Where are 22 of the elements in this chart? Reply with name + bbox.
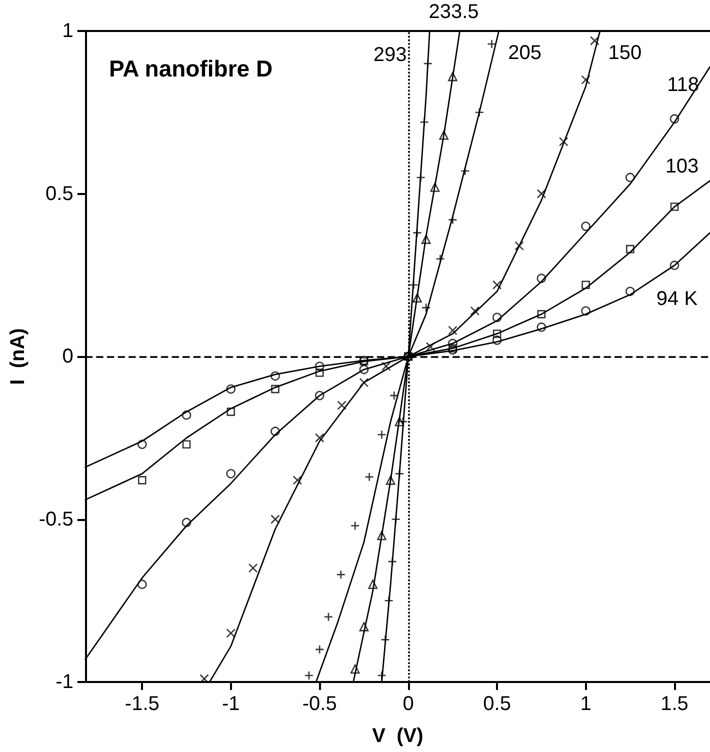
x-axis-title: V (V) xyxy=(372,725,424,747)
annotation: 94 K xyxy=(656,288,698,310)
annotation: 293 xyxy=(373,44,407,66)
y-tick-label: 0.5 xyxy=(46,182,74,205)
y-tick-label: -1 xyxy=(56,671,74,693)
annotation: 118 xyxy=(667,74,699,96)
x-tick-label: 0 xyxy=(402,693,414,715)
annotation: 205 xyxy=(508,42,542,64)
y-tick-label: -0.5 xyxy=(38,508,74,530)
x-tick-label: -1 xyxy=(222,693,240,715)
x-tick-label: 0.5 xyxy=(483,693,511,715)
x-tick-label: -0.5 xyxy=(302,693,337,715)
annotation: 150 xyxy=(608,42,642,64)
text: PA nanofibre D xyxy=(109,56,273,82)
x-tick-label: 1.5 xyxy=(660,693,688,715)
y-axis-title: I (nA) xyxy=(7,328,29,385)
annotation: 233.5 xyxy=(428,1,479,23)
x-tick-label: -1.5 xyxy=(124,693,160,715)
annotation: 103 xyxy=(665,156,699,178)
x-tick-label: 1 xyxy=(580,693,592,715)
y-tick-label: 1 xyxy=(62,20,74,42)
y-tick-label: 0 xyxy=(62,346,74,368)
